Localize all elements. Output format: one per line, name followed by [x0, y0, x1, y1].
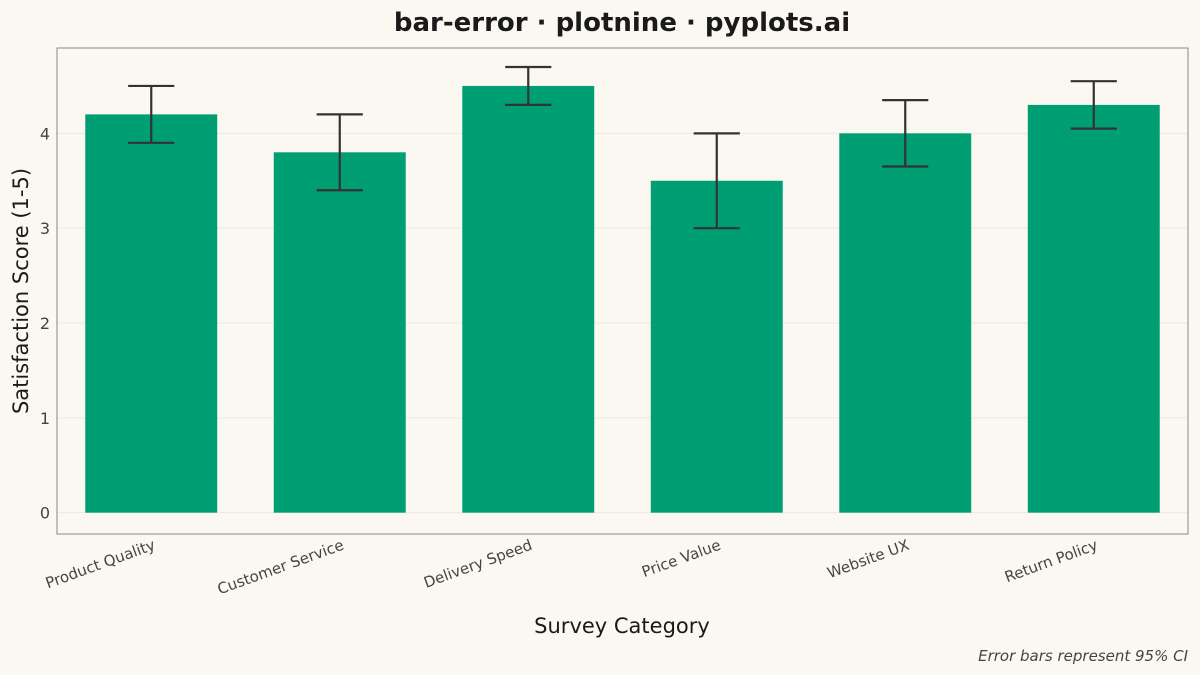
- grid-lines: [57, 132, 1188, 514]
- x-tick-label: Product Quality: [43, 536, 158, 592]
- bar: [462, 85, 595, 513]
- x-tick-label: Website UX: [825, 536, 912, 582]
- error-bar: [693, 132, 740, 230]
- bar: [650, 180, 783, 513]
- x-axis-ticks: Product Quality Customer Service Delivery …: [43, 536, 1100, 598]
- chart-caption: Error bars represent 95% CI: [978, 647, 1188, 665]
- x-tick-label: Delivery Speed: [421, 536, 534, 592]
- bar: [839, 133, 972, 513]
- bar: [1027, 104, 1160, 513]
- error-bar: [505, 65, 552, 106]
- y-tick-label: 0: [40, 504, 50, 523]
- y-tick-label: 4: [40, 124, 50, 143]
- error-bar: [316, 113, 363, 192]
- y-axis-ticks: 0 1 2 3 4: [40, 124, 50, 522]
- chart-title: bar-error · plotnine · pyplots.ai: [394, 8, 850, 38]
- y-axis-title: Satisfaction Score (1-5): [9, 168, 33, 414]
- bars: [85, 85, 1160, 513]
- x-tick-label: Price Value: [639, 536, 723, 581]
- y-tick-label: 1: [40, 409, 50, 428]
- plot-panel: [56, 47, 1189, 535]
- error-bar: [882, 99, 929, 168]
- x-axis-title: Survey Category: [534, 614, 710, 638]
- x-tick-label: Customer Service: [215, 536, 346, 598]
- x-tick-label: Return Policy: [1002, 536, 1100, 586]
- y-tick-label: 3: [40, 219, 50, 238]
- y-tick-label: 2: [40, 314, 50, 333]
- bar: [85, 114, 218, 513]
- bar: [273, 152, 406, 513]
- error-bar: [1070, 80, 1117, 130]
- error-bar: [128, 84, 175, 144]
- error-bars: [128, 65, 1117, 230]
